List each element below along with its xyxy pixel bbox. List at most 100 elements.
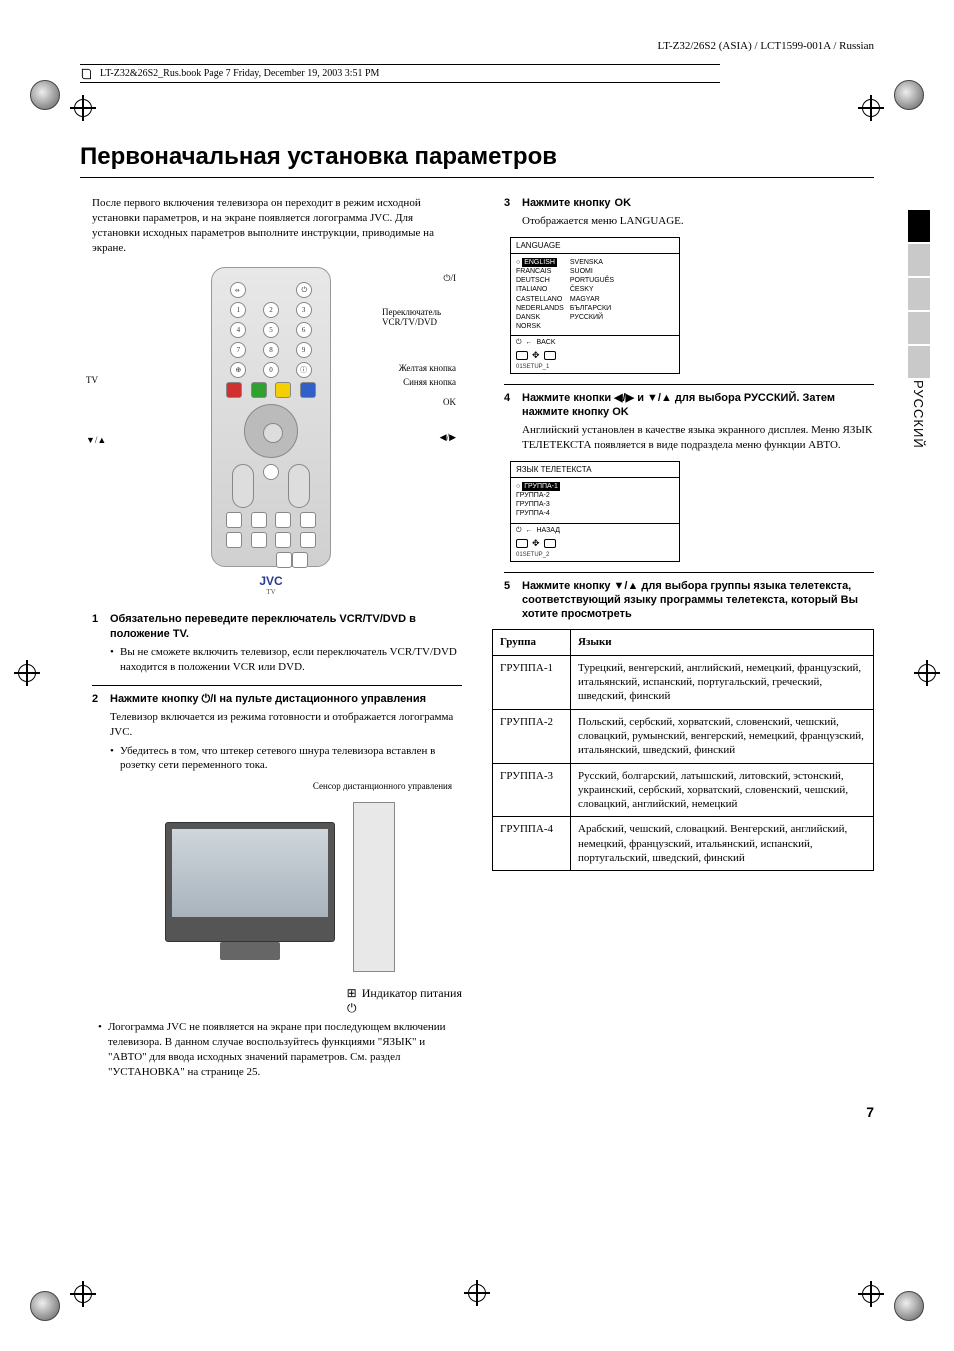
table-cell-langs: Польский, сербский, хорватский, словенск… xyxy=(571,709,874,763)
remote-btn-generic xyxy=(276,552,292,568)
osd-item: БЪЛГАРСКИ xyxy=(570,304,614,313)
remote-btn-generic xyxy=(251,512,267,528)
step-3: 3 Нажмите кнопку OK Отображается меню LA… xyxy=(492,196,874,229)
remote-channel-rocker xyxy=(288,464,310,508)
osd-language-menu: LANGUAGE ○ ENGLISH FRANCAIS DEUTSCH ITAL… xyxy=(510,237,680,374)
osd-footer: ⏻ ← НАЗАД xyxy=(511,523,679,538)
reg-dot-tl xyxy=(30,80,60,110)
callout-ud: ▼/▲ xyxy=(86,435,106,445)
step-number: 3 xyxy=(504,196,516,210)
osd-item: ГРУППА-2 xyxy=(516,491,674,500)
table-cell-group: ГРУППА-1 xyxy=(493,655,571,709)
osd-back-label: НАЗАД xyxy=(536,527,560,534)
left-column: После первого включения телевизора он пе… xyxy=(80,196,462,1080)
crop-mark-bl xyxy=(70,1281,96,1307)
osd-item: SVENSKA xyxy=(570,258,614,267)
osd-item: ГРУППА-4 xyxy=(516,509,674,518)
step-heading: Обязательно переведите переключатель VCR… xyxy=(110,612,462,641)
remote-control: ⦵⏻ 1 2 3 4 5 6 7 8 9 xyxy=(211,267,331,567)
remote-color-green xyxy=(251,382,267,398)
tv-detail-panel xyxy=(353,802,395,972)
remote-figure: ⏻/I Переключатель VCR/TV/DVD Желтая кноп… xyxy=(80,267,462,598)
osd-item: РУССКИЙ xyxy=(570,313,614,322)
remote-btn-generic xyxy=(300,532,316,548)
remote-color-blue xyxy=(300,382,316,398)
step-1: 1 Обязательно переведите переключатель V… xyxy=(80,612,462,674)
table-cell-group: ГРУППА-3 xyxy=(493,763,571,817)
osd-item: CASTELLANO xyxy=(516,295,564,304)
step-bullet: Убедитесь в том, что штекер сетевого шну… xyxy=(110,744,462,774)
step-heading: Нажмите кнопку OK xyxy=(522,196,632,210)
remote-volume-rocker xyxy=(232,464,254,508)
remote-numpad-btn: 2 xyxy=(263,302,279,318)
reg-dot-bl xyxy=(30,1291,60,1321)
nav-icon xyxy=(516,539,528,548)
tv-body: JVC xyxy=(165,822,335,942)
remote-btn-zoom: ⊕ xyxy=(230,362,246,378)
remote-numpad-btn: 8 xyxy=(263,342,279,358)
fig-power-led-label: Индикатор питания xyxy=(362,986,462,1001)
osd-item: SUOMI xyxy=(570,267,614,276)
callout-power: ⏻/I xyxy=(443,273,456,284)
step-5: 5 Нажмите кнопку ▼/▲ для выбора группы я… xyxy=(492,572,874,622)
header-doc-id: LT-Z32/26S2 (ASIA) / LCT1599-001A / Russ… xyxy=(80,40,874,52)
remote-brand: JVC xyxy=(222,574,320,588)
osd-lang-list-right: SVENSKA SUOMI PORTUGUÊS ČESKY MAGYAR БЪЛ… xyxy=(570,258,614,331)
table-row: ГРУППА-4 Арабский, чешский, словацкий. В… xyxy=(493,817,874,871)
callout-switch: Переключатель VCR/TV/DVD xyxy=(382,307,472,327)
remote-btn-generic xyxy=(263,464,279,480)
remote-numpad-btn: 9 xyxy=(296,342,312,358)
step-2: 2 Нажмите кнопку ⏻/I на пульте дистацион… xyxy=(80,685,462,774)
table-row: ГРУППА-1 Турецкий, венгерский, английски… xyxy=(493,655,874,709)
osd-item-highlighted: ENGLISH xyxy=(522,258,557,267)
osd-item: MAGYAR xyxy=(570,295,614,304)
remote-btn-muting: ⦵ xyxy=(230,282,246,298)
remote-numpad-btn: 6 xyxy=(296,322,312,338)
fig-sensor-label: Сенсор дистанционного управления xyxy=(98,781,462,792)
step-heading: Нажмите кнопку ▼/▲ для выбора группы язы… xyxy=(522,579,874,622)
intro-paragraph: После первого включения телевизора он пе… xyxy=(80,196,462,255)
table-row: ГРУППА-2 Польский, сербский, хорватский,… xyxy=(493,709,874,763)
osd-item: ITALIANO xyxy=(516,285,564,294)
reg-dot-tr xyxy=(894,80,924,110)
osd-title: LANGUAGE xyxy=(511,238,679,254)
osd-item-highlighted: ГРУППА-1 xyxy=(522,482,560,491)
page-title: Первоначальная установка параметров xyxy=(80,143,874,178)
step-number: 1 xyxy=(92,612,104,641)
side-tab-active xyxy=(908,210,930,242)
remote-numpad-btn: 4 xyxy=(230,322,246,338)
side-tab xyxy=(908,244,930,276)
remote-color-red xyxy=(226,382,242,398)
power-symbol: ⏻/I xyxy=(202,693,217,705)
nav-arrows-icon: ✥ xyxy=(532,350,540,361)
remote-btn-power: ⏻ xyxy=(296,282,312,298)
callout-ok: OK xyxy=(443,397,456,407)
crop-mark-center xyxy=(464,1280,490,1306)
side-tab xyxy=(908,312,930,344)
table-header-langs: Языки xyxy=(571,630,874,655)
remote-color-yellow xyxy=(275,382,291,398)
osd-item: NORSK xyxy=(516,322,564,331)
crop-mark-right xyxy=(914,660,940,686)
table-cell-langs: Турецкий, венгерский, английский, немецк… xyxy=(571,655,874,709)
side-tab xyxy=(908,346,930,378)
osd-footer: ⏻ ← BACK xyxy=(511,335,679,350)
step-number: 5 xyxy=(504,579,516,622)
table-cell-langs: Русский, болгарский, латышский, литовски… xyxy=(571,763,874,817)
nav-icon xyxy=(544,539,556,548)
remote-btn-generic xyxy=(275,512,291,528)
osd-item: NEDERLANDS xyxy=(516,304,564,313)
tv-screen xyxy=(172,829,328,917)
osd-subid: 01SETUP_1 xyxy=(511,364,679,373)
remote-numpad-btn: 5 xyxy=(263,322,279,338)
right-column: 3 Нажмите кнопку OK Отображается меню LA… xyxy=(492,196,874,1080)
step-4: 4 Нажмите кнопки ◀/▶ и ▼/▲ для выбора РУ… xyxy=(492,384,874,453)
step-head-part-a: Нажмите кнопку xyxy=(110,693,202,705)
remote-brand-sub: TV xyxy=(222,588,320,596)
remote-btn-generic xyxy=(226,532,242,548)
step-body-text: Отображается меню LANGUAGE. xyxy=(522,215,684,227)
crop-mark-br xyxy=(858,1281,884,1307)
table-cell-group: ГРУППА-4 xyxy=(493,817,571,871)
osd-subid: 01SETUP_2 xyxy=(511,552,679,561)
table-cell-langs: Арабский, чешский, словацкий. Венгерский… xyxy=(571,817,874,871)
